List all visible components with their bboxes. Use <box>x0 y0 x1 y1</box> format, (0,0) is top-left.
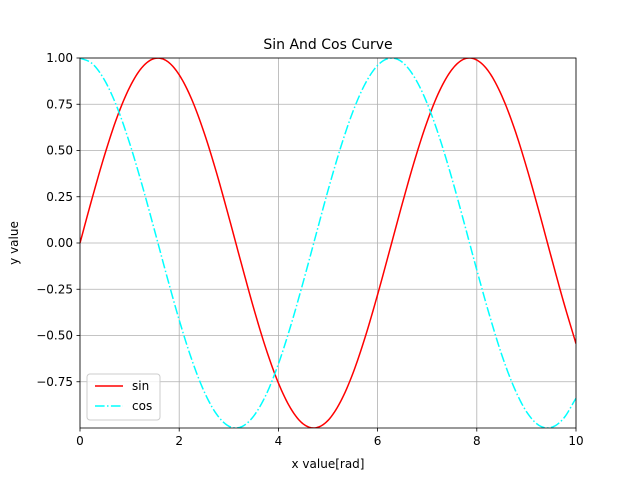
x-tick-label: 0 <box>76 434 84 448</box>
legend-label-sin: sin <box>132 379 149 393</box>
series-layer <box>80 58 576 428</box>
y-tick-label: 0.50 <box>46 144 73 158</box>
y-tick-label: −0.75 <box>36 375 73 389</box>
y-tick-label: −0.50 <box>36 329 73 343</box>
x-tick-label: 6 <box>374 434 382 448</box>
legend-label-cos: cos <box>132 399 152 413</box>
y-tick-label: 1.00 <box>46 51 73 65</box>
cos-line <box>80 58 576 428</box>
legend: sin cos <box>86 373 161 421</box>
chart-title: Sin And Cos Curve <box>263 37 392 53</box>
y-axis-label: y value <box>7 221 21 265</box>
y-tick-label: 0.75 <box>46 97 73 111</box>
x-axis-label: x value[rad] <box>292 457 365 471</box>
x-tick-label: 4 <box>275 434 283 448</box>
y-tick-label: 0.00 <box>46 236 73 250</box>
y-tick-label: 0.25 <box>46 190 73 204</box>
x-tick-label: 2 <box>175 434 183 448</box>
x-tick-label: 8 <box>473 434 481 448</box>
ticks: 0 2 4 6 8 10 −0.75 −0.50 −0.25 0.00 0.25 0.50 0.75 1.… <box>36 51 583 448</box>
y-tick-label: −0.25 <box>36 282 73 296</box>
x-tick-label: 10 <box>568 434 583 448</box>
sin-line <box>80 58 576 428</box>
